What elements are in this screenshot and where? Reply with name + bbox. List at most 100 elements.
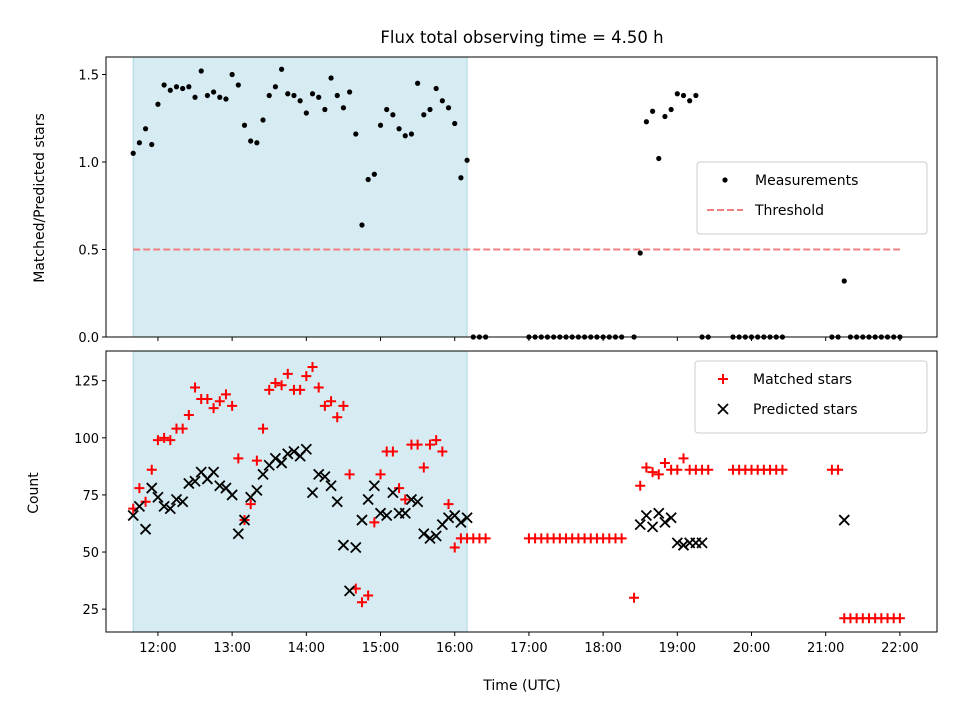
predicted-star-point	[362, 493, 374, 506]
matched-star-point	[332, 412, 343, 423]
x-tick-label: 20:00	[733, 641, 770, 656]
predicted-star-point	[634, 518, 646, 531]
measurement-point	[328, 75, 334, 81]
matched-star-point	[264, 384, 275, 395]
measurement-point	[192, 94, 198, 100]
predicted-star-point	[164, 502, 176, 515]
measurement-point	[662, 113, 668, 120]
predicted-star-point	[387, 487, 399, 499]
measurement-point	[353, 131, 359, 137]
predicted-star-point	[238, 514, 251, 526]
matched-star-point	[301, 371, 312, 382]
measurement-point	[291, 92, 297, 99]
matched-star-point	[134, 483, 145, 494]
measurement-point	[173, 84, 180, 90]
predicted-star-point	[158, 500, 170, 512]
bottom-legend: Matched stars Predicted stars	[694, 360, 928, 434]
matched-star-point	[313, 382, 324, 393]
x-axis-label: Time (UTC)	[482, 678, 560, 694]
measurement-point	[254, 140, 260, 146]
measurement-point	[359, 222, 365, 228]
top-y-axis-label: Matched/Predicted stars	[32, 113, 48, 283]
measurement-point	[210, 89, 217, 95]
predicted-star-point	[671, 537, 683, 549]
predicted-star-point	[418, 528, 430, 540]
measurement-point	[161, 82, 167, 88]
matched-star-point	[307, 361, 318, 372]
predicted-star-point	[300, 443, 312, 455]
predicted-star-point	[653, 507, 665, 519]
predicted-star-point	[424, 532, 436, 544]
measurement-point	[316, 94, 322, 100]
matched-star-point	[208, 403, 219, 414]
matched-star-point	[449, 542, 460, 553]
bottom-y-tick-label: 50	[82, 546, 99, 561]
measurement-point	[427, 106, 433, 113]
x-tick-label: 22:00	[881, 641, 918, 656]
matched-star-point	[146, 464, 157, 475]
predicted-star-point	[442, 512, 455, 524]
x-tick-label: 19:00	[659, 641, 696, 656]
measurement-point	[186, 84, 192, 90]
bottom-y-axis-label: Count	[26, 472, 42, 514]
predicted-star-point	[313, 468, 325, 481]
predicted-star-point	[677, 539, 690, 551]
bottom-y-tick-label: 75	[82, 489, 99, 504]
matched-star-point	[418, 462, 429, 473]
measurement-point	[155, 101, 161, 107]
measurement-point	[217, 94, 223, 100]
measurement-point	[297, 98, 303, 104]
predicted-star-point	[139, 523, 152, 535]
measurement-point	[272, 84, 279, 90]
matched-star-point	[678, 453, 689, 464]
matched-star-point	[412, 439, 423, 450]
matched-star-point	[480, 533, 491, 544]
matched-star-point	[326, 396, 337, 407]
matched-star-point	[344, 469, 355, 480]
matched-star-point	[190, 382, 201, 393]
measurement-point	[445, 105, 452, 111]
legend-label: Matched stars	[753, 372, 852, 388]
predicted-star-point	[455, 516, 467, 528]
matched-star-point	[220, 389, 231, 400]
measurement-point	[167, 87, 173, 93]
predicted-star-point	[282, 448, 294, 460]
predicted-star-point	[640, 509, 653, 522]
matched-star-point	[394, 483, 405, 494]
predicted-star-point	[343, 585, 356, 597]
predicted-star-point	[659, 516, 671, 528]
x-tick-label: 17:00	[510, 641, 547, 656]
measurement-point	[371, 171, 377, 177]
measurement-point	[334, 92, 340, 99]
top-y-tick-label: 0.5	[78, 244, 99, 259]
measurement-point	[260, 117, 266, 123]
legend-label: Threshold	[754, 203, 824, 219]
matched-star-point	[202, 393, 213, 404]
predicted-star-point	[381, 509, 393, 522]
matched-star-point	[703, 464, 714, 475]
measurement-point	[198, 68, 204, 74]
x-tick-label: 13:00	[213, 641, 250, 656]
measurement-point	[668, 106, 674, 113]
predicted-star-point	[177, 496, 189, 508]
top-legend: Measurements Threshold	[696, 161, 928, 235]
matched-star-point	[338, 400, 349, 411]
measurement-point	[649, 108, 656, 114]
top-panel: 0.0 0.5 1.0 1.5 Measurements Threshold	[78, 56, 938, 346]
matched-star-point	[653, 469, 664, 480]
measurement-point	[680, 92, 687, 99]
matched-star-point	[319, 400, 330, 411]
x-tick-label: 18:00	[584, 641, 621, 656]
predicted-star-point	[214, 480, 226, 492]
predicted-star-point	[183, 477, 195, 490]
measurement-point	[693, 92, 699, 99]
measurement-point	[266, 92, 272, 99]
measurement-point	[248, 138, 254, 144]
predicted-star-point	[665, 512, 677, 524]
matched-star-point	[616, 533, 627, 544]
predicted-star-point	[350, 541, 362, 554]
chart-title: Flux total observing time = 4.50 h	[380, 28, 663, 47]
measurement-point	[278, 66, 285, 72]
matched-star-point	[431, 435, 442, 446]
